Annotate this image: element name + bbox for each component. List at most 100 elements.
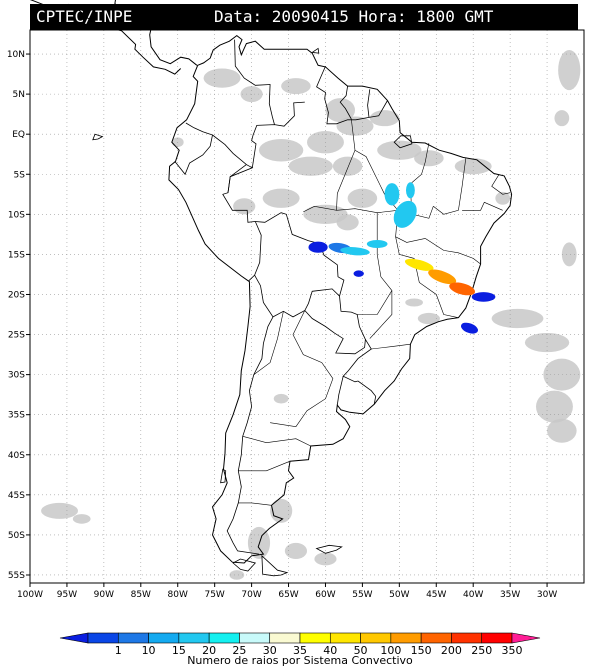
convective-system bbox=[405, 182, 415, 199]
legend-value-label: 15 bbox=[172, 644, 186, 657]
state-border bbox=[357, 212, 393, 315]
state-border bbox=[395, 236, 459, 318]
legend-swatch bbox=[239, 632, 271, 644]
legend-value-label: 250 bbox=[471, 644, 492, 657]
legend-value-label: 1 bbox=[115, 644, 122, 657]
color-legend: 1 10 15 20 25 30 35 40 50 100 150 200 250 350 bbox=[59, 632, 541, 657]
legend-swatch bbox=[329, 632, 361, 644]
cloud-patch bbox=[281, 78, 311, 95]
legend-swatch bbox=[390, 632, 422, 644]
cloud-patch bbox=[262, 188, 300, 208]
cloud-patch bbox=[332, 156, 363, 176]
island-outline bbox=[393, 135, 413, 149]
state-border bbox=[371, 343, 411, 350]
state-border bbox=[433, 158, 467, 215]
country-border bbox=[272, 288, 366, 355]
state-border bbox=[238, 460, 291, 472]
country-border bbox=[226, 275, 274, 555]
legend-swatch bbox=[299, 632, 331, 644]
country-border bbox=[174, 122, 213, 176]
cloud-patch bbox=[543, 358, 581, 391]
map-frame bbox=[29, 29, 585, 584]
cloud-patch bbox=[554, 110, 570, 127]
lon-tick-label: 90W bbox=[94, 590, 114, 600]
island-outline bbox=[261, 554, 289, 577]
convective-system bbox=[384, 183, 400, 206]
cloud-patch bbox=[336, 214, 359, 231]
state-border bbox=[303, 118, 356, 213]
legend-title: Numero de raios por Sistema Convectivo bbox=[187, 654, 413, 667]
convective-system bbox=[340, 247, 370, 256]
datetime-label: Data: 20090415 Hora: 1800 GMT bbox=[214, 7, 494, 26]
legend-swatch bbox=[451, 632, 483, 644]
country-border bbox=[339, 86, 352, 120]
lat-tick-label: 40S bbox=[8, 451, 25, 461]
cloud-patch bbox=[491, 308, 544, 329]
state-border bbox=[462, 201, 503, 211]
legend-swatch bbox=[87, 632, 119, 644]
country-border bbox=[234, 39, 275, 125]
lon-tick-label: 35W bbox=[500, 590, 520, 600]
lon-tick-label: 95W bbox=[57, 590, 77, 600]
lon-tick-label: 30W bbox=[537, 590, 557, 600]
state-border bbox=[242, 436, 311, 447]
legend-value-label: 50 bbox=[354, 644, 368, 657]
lon-tick-label: 100W bbox=[17, 590, 43, 600]
title-bar: CPTEC/INPE Data: 20090415 Hora: 1800 GMT bbox=[30, 4, 578, 30]
state-border bbox=[253, 311, 284, 375]
island-outline bbox=[220, 468, 227, 484]
lat-tick-label: 35S bbox=[8, 411, 25, 421]
cloud-patch bbox=[558, 50, 581, 91]
cloud-patch bbox=[336, 116, 374, 136]
legend-min-arrow bbox=[59, 632, 89, 644]
source-label: CPTEC/INPE bbox=[36, 7, 133, 26]
country-border bbox=[212, 134, 262, 282]
lat-tick-label: 20S bbox=[8, 290, 25, 300]
legend-swatch bbox=[117, 632, 149, 644]
lat-tick-label: 10S bbox=[8, 210, 25, 220]
legend-value-label: 150 bbox=[411, 644, 432, 657]
lon-tick-label: 55W bbox=[352, 590, 372, 600]
lat-tick-label: 50S bbox=[8, 531, 25, 541]
lat-tick-label: 55S bbox=[8, 571, 25, 581]
state-border bbox=[425, 238, 481, 265]
lat-tick-label: 5N bbox=[13, 90, 25, 100]
cloud-patch bbox=[288, 156, 333, 176]
legend-swatch bbox=[178, 632, 210, 644]
lat-tick-label: 10N bbox=[7, 50, 25, 60]
convective-system bbox=[393, 200, 417, 228]
lon-tick-label: 45W bbox=[426, 590, 446, 600]
country-border bbox=[336, 376, 344, 406]
legend-value-label: 10 bbox=[142, 644, 156, 657]
island-outline bbox=[92, 133, 104, 141]
legend-value-label: 40 bbox=[323, 644, 337, 657]
legend-swatch bbox=[481, 632, 513, 644]
central-america-caribbean-coast bbox=[114, 0, 198, 66]
convective-system bbox=[353, 270, 364, 277]
cloud-patch bbox=[41, 502, 79, 519]
cloud-patch bbox=[72, 514, 91, 524]
legend-swatch bbox=[148, 632, 180, 644]
cloud-patch bbox=[284, 542, 308, 559]
island-outline bbox=[232, 558, 257, 572]
cloud-patch bbox=[535, 390, 573, 423]
legend-swatch bbox=[208, 632, 240, 644]
central-america-pacific-coast bbox=[29, 0, 182, 75]
state-border bbox=[270, 310, 334, 428]
lon-tick-label: 65W bbox=[278, 590, 298, 600]
state-border bbox=[491, 174, 511, 195]
lat-tick-label: 25S bbox=[8, 331, 25, 341]
country-border bbox=[342, 339, 377, 405]
lat-tick-label: EQ bbox=[12, 130, 25, 140]
lon-tick-label: 50W bbox=[389, 590, 409, 600]
legend-value-label: 20 bbox=[202, 644, 216, 657]
island-outline bbox=[311, 47, 320, 54]
cloud-patch bbox=[561, 242, 577, 267]
lon-tick-label: 75W bbox=[204, 590, 224, 600]
convective-system bbox=[366, 239, 388, 248]
convective-system bbox=[404, 258, 434, 271]
cloud-patch bbox=[414, 150, 444, 167]
state-border bbox=[238, 502, 272, 506]
legend-value-label: 100 bbox=[380, 644, 401, 657]
convective-system bbox=[428, 269, 457, 285]
